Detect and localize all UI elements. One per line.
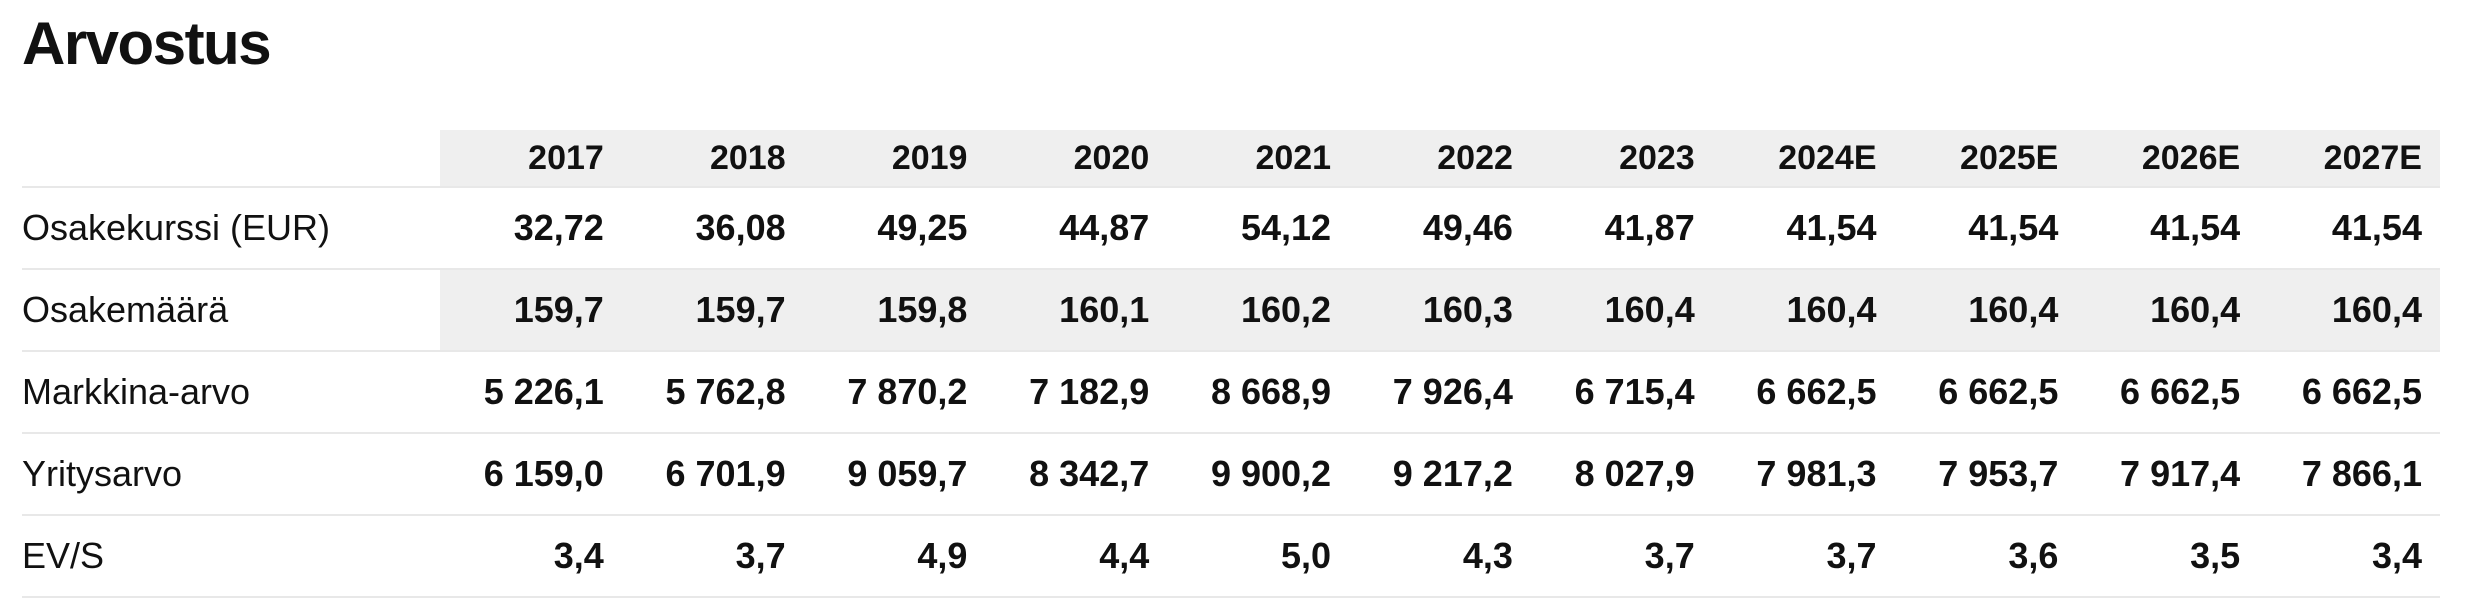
column-header: 2027E — [2258, 130, 2440, 186]
table-cell: 160,4 — [2258, 270, 2440, 350]
table-cell: 41,54 — [2150, 207, 2241, 248]
table-cell: 32,72 — [513, 207, 604, 248]
table-row: Markkina-arvo 5 226,1 5 762,8 7 870,2 7 182,… — [22, 352, 2440, 434]
column-header: 2024E — [1712, 130, 1895, 186]
table-cell: 49,25 — [877, 207, 968, 248]
table-cell: 4,4 — [1099, 535, 1150, 576]
table-cell: 9 900,2 — [1210, 453, 1332, 494]
table-cell: 7 926,4 — [1392, 371, 1513, 412]
row-label: Osakemäärä — [22, 270, 440, 350]
table-cell: 7 917,4 — [2120, 453, 2241, 494]
column-header: 2017 — [440, 130, 622, 186]
table-cell: 160,2 — [1167, 270, 1350, 350]
table-cell: 6 159,0 — [483, 453, 604, 494]
table-cell: 49,46 — [1422, 207, 1513, 248]
column-header: 2019 — [803, 130, 986, 186]
column-header: 2022 — [1349, 130, 1531, 186]
row-label: Markkina-arvo — [22, 352, 440, 432]
table-row: Osakekurssi (EUR) 32,72 36,08 49,25 44,87 54,… — [22, 188, 2440, 270]
column-header: 2021 — [1167, 130, 1350, 186]
row-label: EV/S — [22, 516, 440, 596]
table-cell: 159,8 — [803, 270, 986, 350]
table-cell: 160,3 — [1349, 270, 1531, 350]
table-cell: 8 668,9 — [1210, 371, 1332, 412]
column-header-spacer — [22, 130, 440, 186]
table-cell: 160,1 — [985, 270, 1168, 350]
table-cell: 6 662,5 — [1756, 371, 1877, 412]
table-cell: 4,9 — [917, 535, 968, 576]
table-row: Osakemäärä 159,7 159,7 159,8 160,1 160,2 160,3… — [22, 270, 2440, 352]
table-cell: 8 027,9 — [1574, 453, 1695, 494]
table-cell: 6 662,5 — [2120, 371, 2241, 412]
table-cell: 7 866,1 — [2301, 453, 2422, 494]
table-cell: 160,4 — [1894, 270, 2077, 350]
table-cell: 8 342,7 — [1029, 453, 1150, 494]
page-title: Arvostus — [22, 10, 272, 77]
row-label: Osakekurssi (EUR) — [22, 188, 440, 268]
table-cell: 3,7 — [1644, 535, 1695, 576]
table-cell: 5,0 — [1281, 535, 1332, 576]
table-cell: 6 701,9 — [665, 453, 786, 494]
table-cell: 3,7 — [1826, 535, 1877, 576]
table-row: Yritysarvo 6 159,0 6 701,9 9 059,7 8 342,7 9 … — [22, 434, 2440, 516]
table-cell: 54,12 — [1240, 207, 1332, 248]
column-header: 2020 — [985, 130, 1168, 186]
table-cell: 3,5 — [2190, 535, 2241, 576]
table-header-row: 2017 2018 2019 2020 2021 2022 2023 2024E 2025E 20… — [22, 130, 2440, 188]
table-cell: 7 182,9 — [1029, 371, 1150, 412]
table-cell: 6 662,5 — [2301, 371, 2422, 412]
column-header: 2026E — [2076, 130, 2259, 186]
table-cell: 41,87 — [1604, 207, 1695, 248]
table-cell: 7 870,2 — [847, 371, 968, 412]
table-cell: 3,4 — [553, 535, 604, 576]
table-cell: 160,4 — [1712, 270, 1895, 350]
column-header: 2023 — [1530, 130, 1713, 186]
table-cell: 3,7 — [735, 535, 786, 576]
valuation-table: 2017 2018 2019 2020 2021 2022 2023 2024E 2025E 20… — [22, 130, 2440, 598]
table-cell: 41,54 — [1968, 207, 2059, 248]
table-cell: 41,54 — [2331, 207, 2422, 248]
table-cell: 9 217,2 — [1392, 453, 1513, 494]
column-header: 2018 — [621, 130, 804, 186]
table-cell: 44,87 — [1059, 207, 1150, 248]
table-row: EV/S 3,4 3,7 4,9 4,4 5,0 4,3 3,7 3,7 3,6 3,5 3,4 — [22, 516, 2440, 598]
table-cell: 41,54 — [1786, 207, 1877, 248]
row-label: Yritysarvo — [22, 434, 440, 514]
table-cell: 6 715,4 — [1574, 371, 1695, 412]
table-cell: 36,08 — [695, 207, 786, 248]
table-cell: 7 981,3 — [1756, 453, 1877, 494]
table-cell: 3,6 — [2008, 535, 2059, 576]
table-cell: 160,4 — [2076, 270, 2259, 350]
table-cell: 7 953,7 — [1938, 453, 2059, 494]
table-cell: 4,3 — [1462, 535, 1513, 576]
table-cell: 9 059,7 — [847, 453, 968, 494]
table-cell: 159,7 — [621, 270, 804, 350]
table-cell: 5 226,1 — [483, 371, 604, 412]
table-cell: 5 762,8 — [665, 371, 786, 412]
table-cell: 6 662,5 — [1938, 371, 2059, 412]
table-cell: 159,7 — [440, 270, 622, 350]
column-header: 2025E — [1894, 130, 2077, 186]
table-cell: 3,4 — [2371, 535, 2422, 576]
table-cell: 160,4 — [1530, 270, 1713, 350]
